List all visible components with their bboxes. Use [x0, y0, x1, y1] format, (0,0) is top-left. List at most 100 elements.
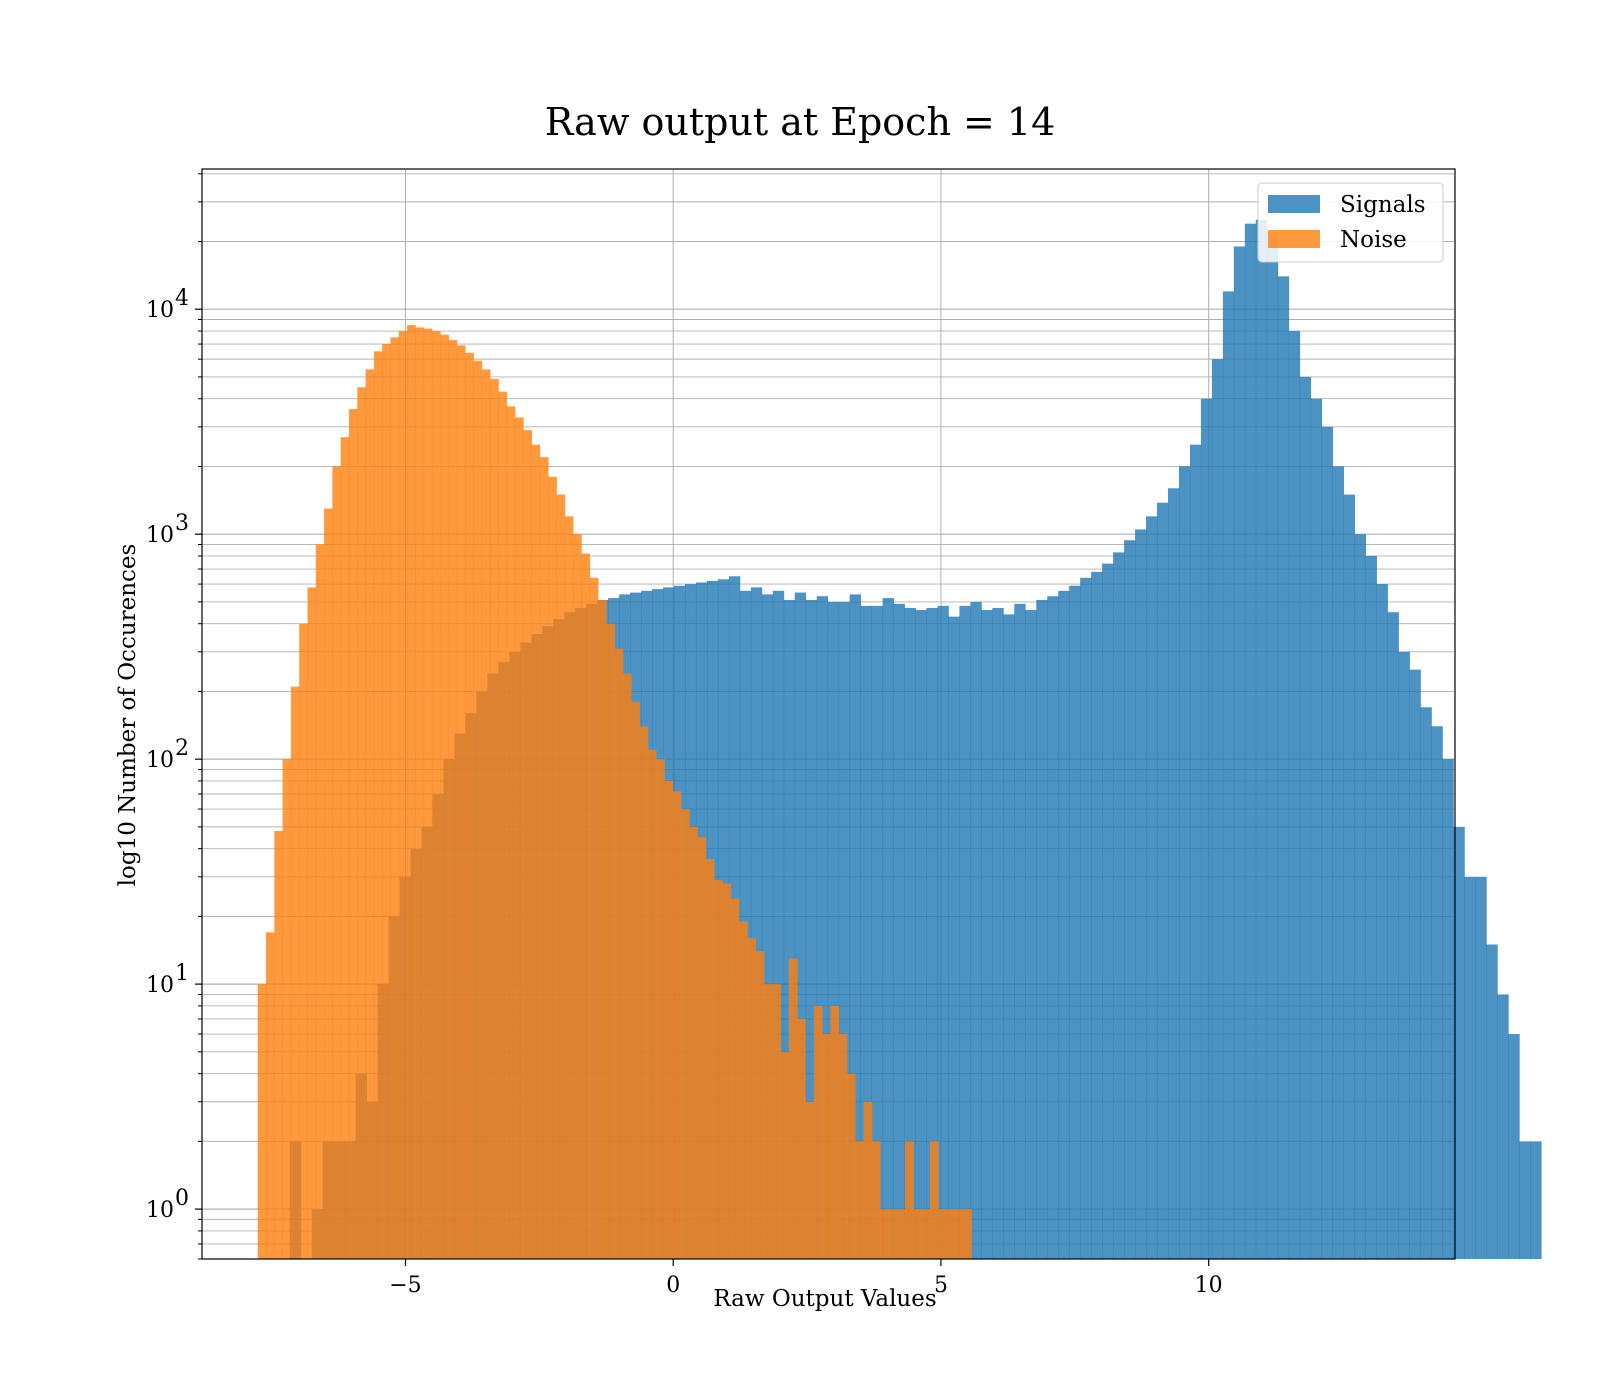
- y-tick-exponent: 3: [175, 511, 189, 536]
- legend-swatch-signals: [1268, 195, 1320, 213]
- signals-bar: [871, 605, 883, 1259]
- signals-bar: [750, 587, 763, 1259]
- noise-bar: [788, 958, 798, 1259]
- noise-bar: [896, 1209, 906, 1259]
- noise-bar: [597, 599, 607, 1259]
- noise-bar: [963, 1209, 972, 1259]
- noise-bar: [548, 476, 557, 1259]
- signals-bar: [1398, 651, 1410, 1259]
- signals-bar: [1167, 488, 1180, 1260]
- noise-bar: [913, 1209, 923, 1259]
- signals-bar: [1376, 584, 1388, 1259]
- signals-bar: [937, 605, 949, 1259]
- noise-bar: [324, 508, 333, 1259]
- signals-bar: [1343, 494, 1355, 1259]
- signals-bar: [1255, 219, 1268, 1259]
- noise-bar: [340, 437, 350, 1259]
- noise-bar: [573, 534, 582, 1259]
- noise-bar: [390, 337, 400, 1260]
- signals-bar: [1178, 466, 1191, 1259]
- noise-bar: [680, 809, 690, 1259]
- noise-bar: [871, 1141, 881, 1259]
- noise-bar: [581, 553, 591, 1259]
- noise-bar: [382, 344, 391, 1259]
- noise-bar: [556, 494, 566, 1259]
- noise-bar: [739, 921, 748, 1259]
- noise-bar: [714, 880, 723, 1259]
- noise-bar: [448, 339, 458, 1259]
- signals-bar: [948, 616, 960, 1259]
- signals-bar: [1003, 614, 1015, 1259]
- signals-bar: [838, 601, 851, 1259]
- noise-bar: [697, 837, 707, 1259]
- signals-bar: [783, 599, 796, 1259]
- legend-label-noise: Noise: [1340, 227, 1407, 253]
- signals-bar: [882, 598, 894, 1259]
- signals-bar: [1453, 826, 1465, 1259]
- noise-bar: [490, 378, 499, 1259]
- noise-bar: [822, 1034, 831, 1259]
- noise-bar: [307, 587, 317, 1259]
- signals-bar: [1200, 398, 1213, 1260]
- signals-bar: [1475, 876, 1487, 1259]
- signals-bar: [959, 605, 971, 1259]
- signals-bar: [1508, 1034, 1520, 1259]
- signals-bar: [1299, 376, 1312, 1259]
- noise-bar: [938, 1209, 947, 1259]
- noise-bar: [846, 1073, 856, 1259]
- noise-bar: [755, 951, 765, 1259]
- noise-bar: [805, 1101, 815, 1259]
- noise-bar: [772, 984, 781, 1259]
- noise-bar: [440, 334, 449, 1260]
- signals-bar: [1442, 759, 1454, 1259]
- noise-bar: [332, 466, 342, 1259]
- noise-bar: [664, 780, 674, 1259]
- signals-bar: [805, 599, 818, 1259]
- noise-bar: [257, 984, 267, 1259]
- x-tick-label: −5: [389, 1273, 421, 1298]
- signals-bar: [1113, 552, 1125, 1259]
- noise-bar: [365, 369, 375, 1259]
- signals-bar: [1233, 246, 1246, 1259]
- x-axis-label: Raw Output Values: [713, 1286, 937, 1312]
- noise-bar: [282, 759, 292, 1259]
- y-tick-label: 10: [146, 1198, 174, 1223]
- bars-layer: [257, 219, 1542, 1260]
- signals-bar: [1387, 612, 1399, 1259]
- signals-bar: [915, 610, 927, 1259]
- y-tick-exponent: 2: [175, 736, 189, 761]
- signals-bar: [1080, 577, 1092, 1259]
- noise-bar: [315, 544, 325, 1259]
- noise-bar: [531, 444, 541, 1259]
- signals-bar: [761, 594, 774, 1259]
- noise-bar: [722, 883, 732, 1259]
- y-tick-label: 10: [146, 973, 174, 998]
- noise-bar: [564, 516, 574, 1259]
- signals-bar: [1102, 563, 1114, 1259]
- noise-bar: [622, 673, 632, 1259]
- noise-bar: [838, 1034, 848, 1259]
- signals-bar: [1025, 610, 1037, 1259]
- signals-bar: [893, 603, 905, 1259]
- signals-bar: [981, 610, 993, 1259]
- noise-bar: [456, 345, 466, 1259]
- signals-bar: [1519, 1141, 1531, 1259]
- noise-bar: [506, 406, 516, 1260]
- signals-bar: [1354, 534, 1366, 1259]
- noise-bar: [431, 331, 441, 1259]
- noise-bar: [797, 1018, 806, 1259]
- signals-bar: [1036, 599, 1048, 1259]
- y-tick-label: 10: [146, 523, 174, 548]
- noise-bar: [780, 1051, 790, 1259]
- signals-bar: [1332, 466, 1345, 1259]
- chart-title: Raw output at Epoch = 14: [544, 100, 1056, 144]
- y-tick-exponent: 1: [175, 961, 189, 986]
- x-tick-label: 5: [934, 1273, 948, 1298]
- noise-bar: [880, 1209, 889, 1259]
- noise-bar: [921, 1209, 931, 1259]
- signals-bar: [1420, 707, 1432, 1259]
- noise-bar: [299, 623, 308, 1259]
- signals-bar: [970, 601, 982, 1259]
- signals-bar: [1222, 291, 1235, 1259]
- noise-bar: [473, 360, 483, 1259]
